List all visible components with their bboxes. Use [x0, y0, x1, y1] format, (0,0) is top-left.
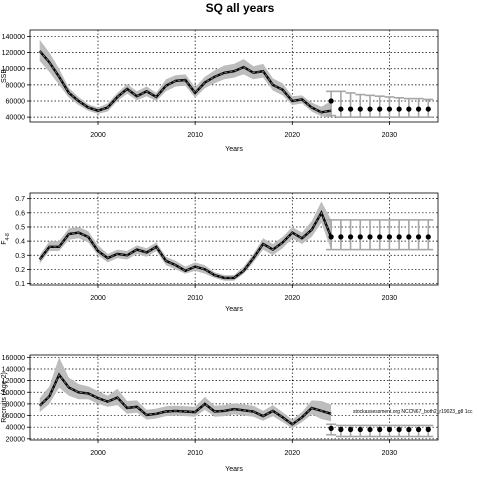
y-tick-label: 40000 [6, 425, 26, 432]
x-tick-label: 2020 [284, 132, 300, 139]
y-tick-label: 0.3 [15, 253, 25, 260]
estimate-line [38, 50, 332, 114]
y-tick-label: 140000 [2, 34, 25, 41]
y-tick-label: 100000 [2, 390, 25, 397]
forecast-point [357, 426, 363, 433]
y-axis-label: F4-8 [1, 233, 11, 245]
forecast-point [396, 106, 402, 112]
x-tick-label: 2030 [382, 132, 398, 139]
forecast-point [396, 234, 402, 240]
y-tick-label: 60000 [6, 99, 26, 106]
forecast-point [347, 234, 354, 240]
forecast-point [347, 106, 354, 112]
y-tick-label: 80000 [6, 401, 26, 408]
plot-frame [29, 192, 439, 286]
y-tick-label: 120000 [2, 50, 25, 57]
x-axis-label: Years [225, 466, 243, 473]
forecast-point [367, 234, 373, 240]
x-axis-label: Years [225, 306, 243, 313]
confidence-band [39, 357, 332, 429]
x-tick-label: 2020 [284, 295, 300, 302]
y-axis-label-subscript: 4-8 [5, 233, 11, 240]
plot-area [30, 355, 438, 440]
y-tick-label: 160000 [2, 355, 25, 362]
y-tick-label: 0.7 [15, 196, 25, 203]
forecast-point [386, 106, 393, 112]
x-tick-label: 2000 [90, 295, 106, 302]
x-tick-label: 2010 [187, 450, 203, 457]
forecast-point [328, 98, 334, 104]
forecast-point [425, 106, 431, 112]
y-tick-label: 40000 [6, 115, 26, 122]
x-tick-label: 2020 [284, 450, 300, 457]
confidence-band [39, 39, 332, 118]
y-tick-label: 80000 [6, 82, 26, 89]
forecast-point [347, 426, 354, 433]
forecast-point [377, 106, 383, 112]
forecast-point [357, 234, 363, 240]
forecast-point [377, 234, 383, 240]
forecast-point [415, 106, 422, 112]
forecast-point [406, 234, 412, 240]
y-tick-label: 0.4 [15, 239, 25, 246]
chart-panel-3: 2000 2010 2020 2030 20000 40000 60000 80000 1000… [1, 354, 473, 473]
forecast-point [406, 426, 412, 433]
forecast-point [406, 106, 412, 112]
y-tick-label: 140000 [2, 366, 25, 373]
x-tick-label: 2010 [187, 132, 203, 139]
estimate-line-dashed [39, 211, 332, 279]
forecast-point [367, 106, 373, 112]
forecast-point [386, 426, 393, 433]
forecast-point [396, 426, 402, 433]
forecast-point [328, 425, 334, 431]
forecast-point [357, 106, 363, 112]
x-axis-label: Years [225, 146, 243, 153]
forecast-point [377, 426, 383, 433]
x-tick-label: 2000 [90, 450, 106, 457]
y-tick-label: 0.2 [15, 267, 25, 274]
estimate-line-dashed [39, 373, 332, 425]
y-axis-label: Recruits (Age 2) [1, 372, 8, 423]
forecast-point [338, 106, 344, 112]
forecast-point [425, 426, 431, 433]
forecast-point [338, 234, 344, 240]
chart-panel-2: 2000 2010 2020 2030 0.1 0.2 0.3 0.4 0.5 0.6 0.7 Yea… [1, 192, 439, 313]
plot-area [30, 30, 438, 122]
forecast-point [328, 234, 334, 240]
forecast-point [367, 426, 373, 433]
y-tick-label: 120000 [2, 378, 25, 385]
plot-frame [29, 354, 439, 441]
chart-annotation: stockassessment.org NCCN67_both2_r19023_… [353, 409, 473, 415]
panels: 2000 2010 2020 2030 40000 60000 80000 100000 120… [1, 29, 473, 473]
x-tick-label: 2000 [90, 132, 106, 139]
y-tick-label: 20000 [6, 436, 26, 443]
estimate-line-dashed [39, 50, 332, 113]
forecast-point [415, 234, 422, 240]
x-tick-label: 2030 [382, 295, 398, 302]
y-tick-label: 60000 [6, 413, 26, 420]
y-tick-label: 0.1 [15, 281, 25, 288]
forecast-point [425, 234, 431, 240]
forecast-point [386, 234, 393, 240]
plot-frame [29, 29, 439, 123]
figure-title: SQ all years [206, 1, 275, 15]
y-tick-label: 0.6 [15, 210, 25, 217]
chart-panel-1: 2000 2010 2020 2030 40000 60000 80000 100000 120… [1, 29, 439, 153]
y-tick-label: 0.5 [15, 224, 25, 231]
y-tick-label: 100000 [2, 66, 25, 73]
forecast-point [338, 426, 344, 433]
plot-area [30, 193, 438, 285]
x-tick-label: 2010 [187, 295, 203, 302]
x-tick-label: 2030 [382, 450, 398, 457]
y-axis-label: SSB [1, 69, 8, 83]
forecast-point [415, 426, 422, 433]
